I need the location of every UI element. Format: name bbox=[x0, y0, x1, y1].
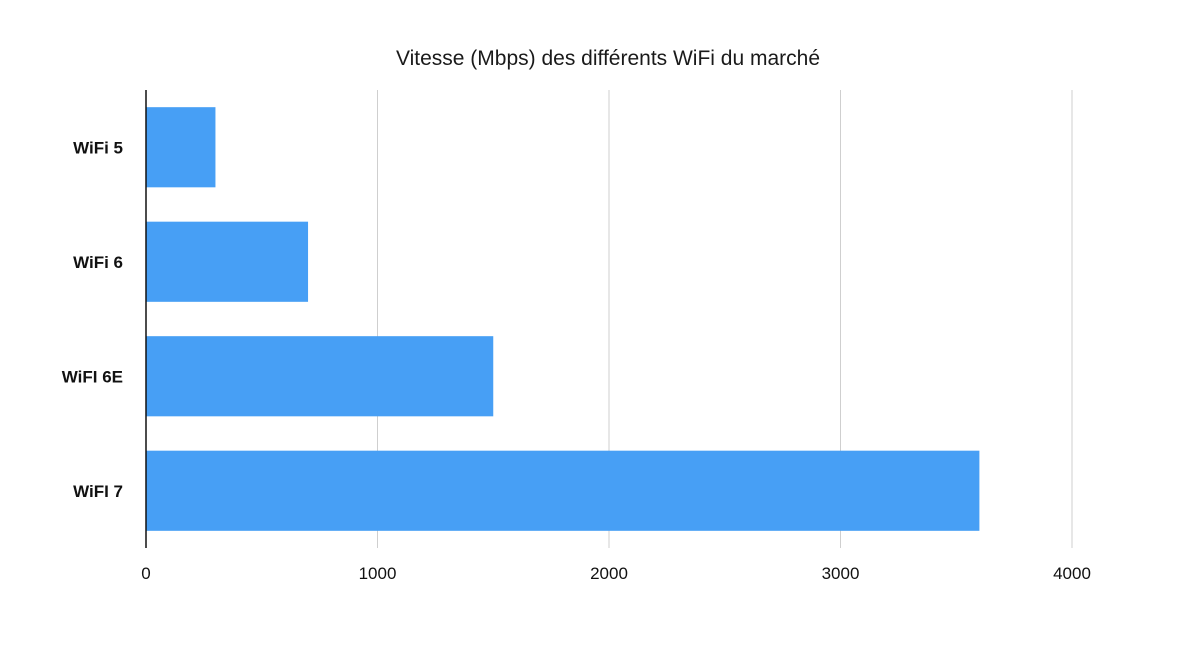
x-tick-label: 2000 bbox=[590, 564, 628, 583]
bar-wifi-5 bbox=[146, 107, 216, 188]
bar-wifi-6 bbox=[146, 221, 309, 302]
category-label: WiFI 7 bbox=[73, 482, 123, 501]
x-tick-labels: 0 1000 2000 3000 4000 bbox=[141, 564, 1091, 583]
x-tick-label: 4000 bbox=[1053, 564, 1091, 583]
bars bbox=[146, 107, 980, 531]
chart-title: Vitesse (Mbps) des différents WiFi du ma… bbox=[396, 47, 820, 70]
x-tick-label: 3000 bbox=[822, 564, 860, 583]
category-label: WiFi 5 bbox=[73, 138, 123, 157]
x-tick-label: 0 bbox=[141, 564, 150, 583]
bar-wifi-7 bbox=[146, 450, 980, 531]
bar-wifi-6e bbox=[146, 336, 494, 417]
category-label: WiFi 6 bbox=[73, 253, 123, 272]
x-tick-label: 1000 bbox=[359, 564, 397, 583]
category-label: WiFI 6E bbox=[62, 367, 123, 386]
category-labels: WiFi 5 WiFi 6 WiFI 6E WiFI 7 bbox=[62, 138, 123, 501]
